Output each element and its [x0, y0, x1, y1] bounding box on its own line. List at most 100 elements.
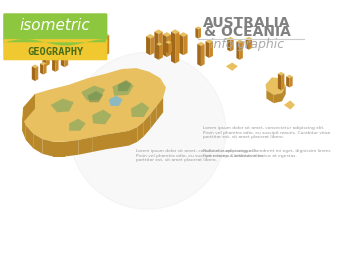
- Polygon shape: [197, 44, 201, 66]
- Polygon shape: [144, 114, 150, 136]
- Polygon shape: [118, 80, 132, 91]
- Polygon shape: [35, 66, 38, 81]
- Polygon shape: [183, 34, 188, 55]
- Polygon shape: [69, 119, 86, 131]
- FancyBboxPatch shape: [3, 13, 107, 44]
- Polygon shape: [286, 75, 293, 78]
- Polygon shape: [157, 98, 163, 121]
- Polygon shape: [42, 51, 50, 55]
- Polygon shape: [26, 125, 33, 148]
- Polygon shape: [52, 53, 55, 72]
- Polygon shape: [52, 52, 58, 55]
- Polygon shape: [5, 39, 106, 46]
- Polygon shape: [171, 29, 179, 34]
- Text: Lorem ipsum dolor sit amet, consectetur adipiscing elit.
Proin vel pharetra odio: Lorem ipsum dolor sit amet, consectetur …: [136, 149, 264, 162]
- Polygon shape: [42, 139, 54, 157]
- Text: isometric: isometric: [20, 18, 91, 33]
- Polygon shape: [227, 37, 234, 40]
- Polygon shape: [265, 77, 286, 95]
- Polygon shape: [150, 36, 154, 55]
- Polygon shape: [154, 29, 163, 34]
- Polygon shape: [109, 96, 122, 106]
- Polygon shape: [129, 127, 137, 146]
- Polygon shape: [51, 99, 74, 112]
- Polygon shape: [249, 39, 252, 50]
- Polygon shape: [175, 32, 179, 64]
- Polygon shape: [278, 72, 284, 76]
- Polygon shape: [46, 53, 50, 66]
- Polygon shape: [146, 36, 150, 55]
- Polygon shape: [209, 41, 213, 58]
- FancyBboxPatch shape: [3, 39, 107, 60]
- Polygon shape: [61, 43, 64, 67]
- Polygon shape: [131, 102, 149, 117]
- Polygon shape: [160, 44, 163, 59]
- Polygon shape: [106, 35, 109, 55]
- Polygon shape: [23, 94, 35, 122]
- Polygon shape: [22, 116, 26, 140]
- Text: Lorem ipsum dolor sit amet, consectetur adipiscing elit.
Proin vel pharetra odio: Lorem ipsum dolor sit amet, consectetur …: [203, 126, 330, 139]
- Polygon shape: [195, 28, 198, 39]
- Polygon shape: [201, 44, 205, 66]
- Text: AUSTRALIA: AUSTRALIA: [203, 16, 291, 30]
- Polygon shape: [282, 86, 286, 101]
- Text: & OCEANIA: & OCEANIA: [204, 25, 290, 39]
- Polygon shape: [118, 131, 129, 147]
- Polygon shape: [55, 53, 58, 72]
- Polygon shape: [284, 100, 295, 109]
- Polygon shape: [78, 137, 92, 155]
- Polygon shape: [154, 32, 159, 60]
- Text: GEOGRAPHY: GEOGRAPHY: [27, 46, 83, 57]
- Text: info graphic: info graphic: [210, 38, 284, 51]
- Polygon shape: [167, 34, 171, 57]
- Polygon shape: [92, 109, 112, 124]
- Polygon shape: [92, 134, 106, 152]
- Polygon shape: [246, 37, 252, 40]
- Polygon shape: [156, 44, 160, 59]
- Polygon shape: [55, 46, 59, 62]
- Polygon shape: [40, 62, 47, 65]
- Polygon shape: [32, 64, 38, 68]
- Polygon shape: [103, 33, 109, 37]
- Polygon shape: [51, 46, 55, 62]
- Polygon shape: [97, 39, 100, 53]
- Polygon shape: [278, 74, 281, 90]
- Polygon shape: [40, 64, 43, 74]
- Polygon shape: [227, 39, 230, 52]
- Polygon shape: [106, 133, 118, 149]
- Polygon shape: [195, 26, 201, 29]
- Polygon shape: [93, 39, 97, 53]
- Polygon shape: [93, 37, 100, 40]
- Polygon shape: [43, 64, 47, 74]
- Polygon shape: [205, 41, 209, 58]
- Polygon shape: [289, 76, 293, 87]
- Polygon shape: [163, 34, 167, 57]
- Polygon shape: [150, 106, 157, 129]
- Polygon shape: [81, 86, 105, 100]
- Polygon shape: [54, 142, 64, 157]
- Polygon shape: [88, 91, 103, 102]
- Polygon shape: [286, 76, 289, 87]
- Polygon shape: [266, 90, 274, 103]
- Polygon shape: [137, 122, 144, 142]
- Polygon shape: [146, 34, 154, 39]
- Polygon shape: [240, 41, 243, 60]
- Polygon shape: [179, 34, 183, 55]
- Polygon shape: [33, 134, 42, 154]
- Polygon shape: [166, 41, 172, 44]
- Polygon shape: [22, 68, 166, 142]
- Polygon shape: [281, 74, 284, 90]
- Polygon shape: [156, 42, 163, 46]
- Polygon shape: [236, 39, 243, 43]
- Polygon shape: [236, 41, 240, 60]
- Polygon shape: [179, 32, 188, 37]
- Polygon shape: [64, 43, 68, 67]
- Polygon shape: [198, 28, 201, 39]
- Polygon shape: [274, 93, 282, 103]
- Polygon shape: [61, 41, 68, 45]
- Polygon shape: [42, 53, 46, 66]
- Polygon shape: [112, 81, 134, 96]
- Text: Nulla et turpis congue, hendrerit mi eget, dignissim lorem.
Fusce tempus bibendu: Nulla et turpis congue, hendrerit mi ege…: [203, 149, 331, 158]
- Polygon shape: [166, 42, 169, 53]
- Polygon shape: [64, 140, 78, 157]
